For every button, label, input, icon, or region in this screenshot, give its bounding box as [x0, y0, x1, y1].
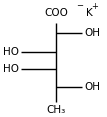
Text: COO: COO: [44, 8, 68, 18]
Text: −: −: [76, 2, 83, 11]
Text: OH: OH: [85, 82, 100, 92]
Text: +: +: [91, 2, 98, 11]
Text: OH: OH: [85, 28, 100, 38]
Text: CH₃: CH₃: [46, 105, 65, 115]
Text: K: K: [85, 8, 92, 18]
Text: HO: HO: [3, 47, 19, 57]
Text: HO: HO: [3, 64, 19, 74]
